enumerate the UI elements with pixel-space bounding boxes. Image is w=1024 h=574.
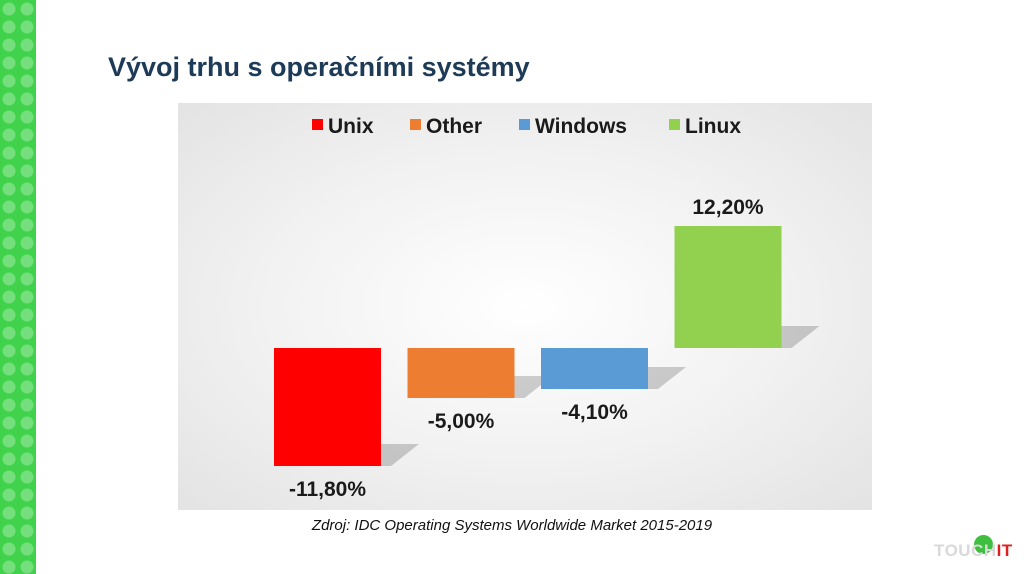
legend-label-unix: Unix <box>328 115 374 138</box>
source-caption: Zdroj: IDC Operating Systems Worldwide M… <box>311 517 713 534</box>
legend-label-windows: Windows <box>535 115 627 138</box>
data-label-linux: 12,20% <box>692 196 764 219</box>
bar-shadow-windows <box>648 367 686 389</box>
legend-label-linux: Linux <box>685 115 741 138</box>
decorative-left-strip <box>0 0 36 574</box>
logo-text-accent: IT <box>996 541 1013 560</box>
bar-windows <box>541 348 648 389</box>
legend-swatch-other <box>410 119 421 130</box>
chart-area: Unix Other Windows Linux -11,80% -5,00% -4,10%… <box>178 103 872 510</box>
bar-shadow-linux <box>781 326 820 348</box>
logo-badge-icon <box>974 535 993 554</box>
data-label-other: -5,00% <box>428 410 495 433</box>
legend-swatch-unix <box>312 119 323 130</box>
bar-other <box>407 348 515 398</box>
data-label-unix: -11,80% <box>289 478 366 501</box>
legend-label-other: Other <box>426 115 482 138</box>
bar-unix <box>274 348 381 466</box>
bar-shadow-unix <box>381 444 419 466</box>
bar-chart: Unix Other Windows Linux -11,80% -5,00% -4,10%… <box>274 115 820 501</box>
slide-title: Vývoj trhu s operačními systémy <box>108 52 530 82</box>
legend-swatch-linux <box>669 119 680 130</box>
legend-swatch-windows <box>519 119 530 130</box>
touchit-logo: TOUCHIT <box>934 541 1013 561</box>
bar-linux <box>674 226 782 348</box>
data-label-windows: -4,10% <box>561 401 628 424</box>
logo-text-main: TOUCH <box>934 541 997 560</box>
